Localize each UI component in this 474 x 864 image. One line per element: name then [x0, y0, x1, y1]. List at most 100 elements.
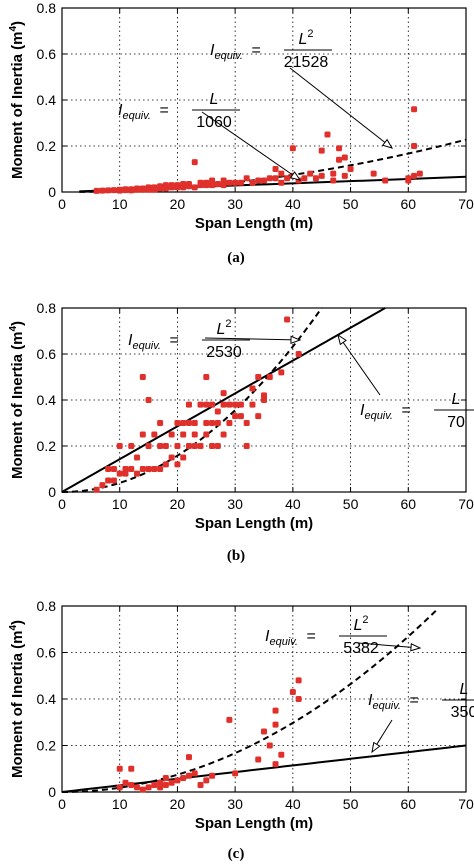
data-point [214, 408, 221, 415]
data-point [209, 443, 216, 449]
equation-numerator: L [210, 91, 219, 108]
equation-denominator: 5382 [343, 640, 379, 657]
data-point [261, 397, 267, 403]
data-point [341, 172, 348, 179]
data-point [128, 765, 135, 772]
data-point [145, 397, 152, 403]
data-point [272, 175, 279, 182]
data-point [162, 461, 169, 468]
data-point [318, 172, 325, 179]
data-point [116, 784, 123, 791]
data-point [93, 187, 100, 194]
equation-denominator: 2530 [206, 344, 242, 361]
data-point [203, 401, 210, 408]
data-point [209, 177, 216, 184]
data-point [203, 431, 210, 438]
data-point [232, 413, 239, 420]
data-point [151, 466, 158, 472]
x-tick-label: 0 [58, 196, 66, 212]
data-point [145, 184, 152, 191]
data-point [295, 351, 302, 357]
y-tick-label: 0 [48, 184, 56, 200]
data-point [197, 179, 204, 186]
data-point [185, 401, 192, 408]
data-point [168, 182, 175, 189]
x-tick-label: 30 [227, 196, 243, 212]
data-point [232, 401, 239, 408]
data-point [174, 420, 181, 426]
data-point [162, 443, 169, 449]
data-point [307, 170, 314, 177]
equation-annotation: Iequiv. = L 350 [368, 681, 474, 754]
y-tick-label: 0 [48, 484, 56, 500]
equation-annotation: Iequiv. = L 70 [337, 333, 474, 431]
data-point [284, 175, 291, 182]
data-point [214, 443, 221, 449]
data-point [266, 742, 273, 749]
data-point [203, 179, 210, 186]
data-point [318, 147, 325, 154]
data-point [209, 420, 216, 426]
data-point [214, 420, 221, 426]
data-point [261, 728, 267, 735]
x-tick-label: 40 [285, 796, 301, 812]
equation-annotation: Iequiv. = L2 21528 [210, 28, 394, 149]
data-point [237, 401, 244, 408]
data-point [134, 454, 141, 461]
data-point [191, 770, 198, 777]
data-point [157, 420, 164, 426]
data-point [255, 177, 262, 184]
y-tick-label: 0.6 [37, 46, 57, 62]
data-point [266, 374, 273, 380]
data-point [289, 145, 296, 152]
data-point [128, 443, 135, 449]
y-tick-label: 0.8 [37, 300, 57, 316]
data-point [191, 443, 198, 449]
data-point [197, 443, 204, 449]
data-point [185, 180, 192, 187]
data-point [249, 401, 256, 408]
data-point [330, 177, 337, 184]
data-point [226, 716, 233, 723]
data-point [110, 187, 117, 194]
x-tick-label: 20 [170, 196, 186, 212]
annotation-arrow-head [289, 171, 302, 181]
data-point [162, 775, 169, 782]
y-tick-label: 0.4 [37, 392, 57, 408]
data-point [232, 770, 239, 777]
annotation-arrow-head [337, 333, 347, 346]
data-point [185, 443, 192, 449]
data-point [284, 316, 291, 323]
x-axis-label: Span Length (m) [195, 515, 313, 532]
annotation-arrow-line [204, 337, 301, 341]
y-tick-label: 0.4 [37, 92, 57, 108]
data-point [168, 779, 175, 786]
data-point [209, 401, 216, 408]
data-point [278, 170, 285, 177]
x-axis-label: Span Length (m) [195, 815, 313, 832]
data-point [330, 170, 337, 177]
data-point [220, 390, 227, 397]
data-point [174, 182, 181, 189]
x-tick-label: 60 [400, 496, 416, 512]
data-point [110, 466, 117, 472]
data-point [174, 443, 181, 449]
data-point [128, 466, 135, 472]
equation-lhs: Iequiv. = [128, 332, 179, 352]
chart-panel-2: 0 10 20 30 40 50 60 70 0 0.2 0.4 0.6 0.8 Span Length … [8, 300, 474, 564]
data-point [295, 696, 302, 702]
chart-panel-3: 0 10 20 30 40 50 60 70 0 0.2 0.4 0.6 0.8 Span Length … [8, 598, 474, 862]
x-axis-label: Span Length (m) [195, 215, 313, 232]
data-point [128, 186, 135, 193]
data-point [324, 131, 331, 138]
y-tick-label: 0.8 [37, 0, 57, 16]
equation-lhs: Iequiv. = [368, 692, 419, 712]
equation-numerator: L [452, 391, 461, 408]
data-point [180, 420, 187, 426]
annotation-arrow-head [371, 741, 381, 754]
data-point [278, 751, 285, 758]
data-point [191, 184, 198, 191]
data-point [122, 779, 129, 786]
annotation-arrow-head [381, 138, 394, 149]
data-point [180, 775, 187, 782]
